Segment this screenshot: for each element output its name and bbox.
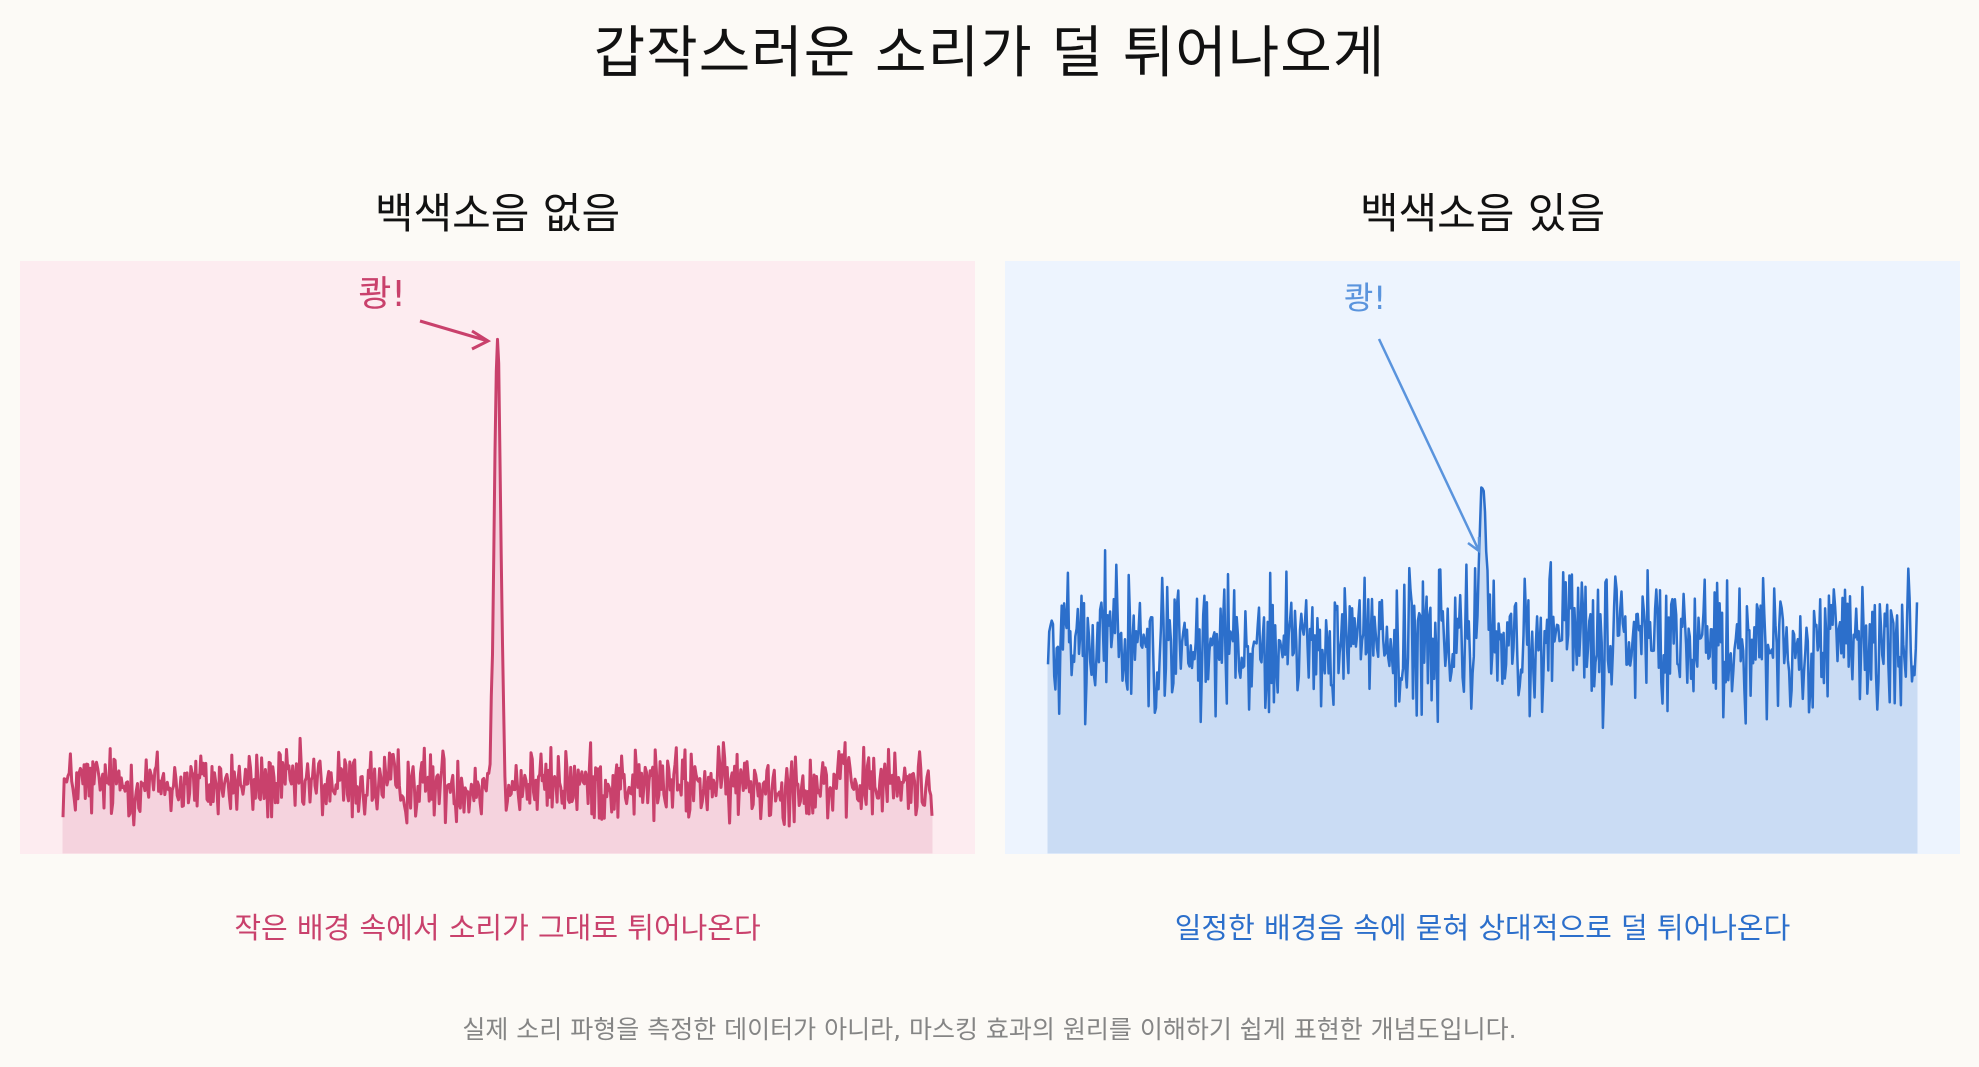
waveform-line-no-noise bbox=[61, 337, 934, 828]
right-chart-title: 백색소음 있음 bbox=[1359, 189, 1606, 238]
chart-panel-no-noise: 쾅! bbox=[20, 261, 975, 854]
page-title: 갑작스러운 소리가 덜 튀어나오게 bbox=[593, 21, 1386, 86]
chart-no-noise: 쾅! bbox=[61, 274, 934, 854]
right-chart-caption: 일정한 배경음 속에 묻혀 상대적으로 덜 튀어나온다 bbox=[1174, 911, 1791, 945]
left-chart-title: 백색소음 없음 bbox=[374, 189, 621, 238]
chart-panel-with-noise: 쾅! bbox=[1005, 261, 1960, 854]
chart-with-noise: 쾅! bbox=[1046, 279, 1919, 854]
annotation-arrow-no-noise bbox=[419, 319, 492, 351]
waveform-area-with-noise bbox=[1047, 486, 1918, 854]
left-chart-caption: 작은 배경 속에서 소리가 그대로 튀어나온다 bbox=[234, 911, 761, 945]
footnote: 실제 소리 파형을 측정한 데이터가 아니라, 마스킹 효과의 원리를 이해하기… bbox=[462, 1015, 1517, 1044]
annotation-label-with-noise: 쾅! bbox=[1344, 279, 1386, 317]
annotation-arrow-with-noise bbox=[1377, 338, 1481, 554]
waveform-line-with-noise bbox=[1046, 486, 1919, 730]
annotation-label-no-noise: 쾅! bbox=[358, 274, 406, 315]
